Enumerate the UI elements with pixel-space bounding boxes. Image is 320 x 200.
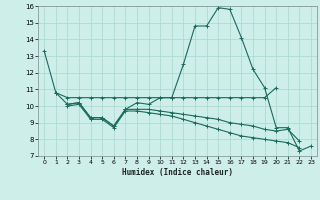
X-axis label: Humidex (Indice chaleur): Humidex (Indice chaleur)	[122, 168, 233, 177]
